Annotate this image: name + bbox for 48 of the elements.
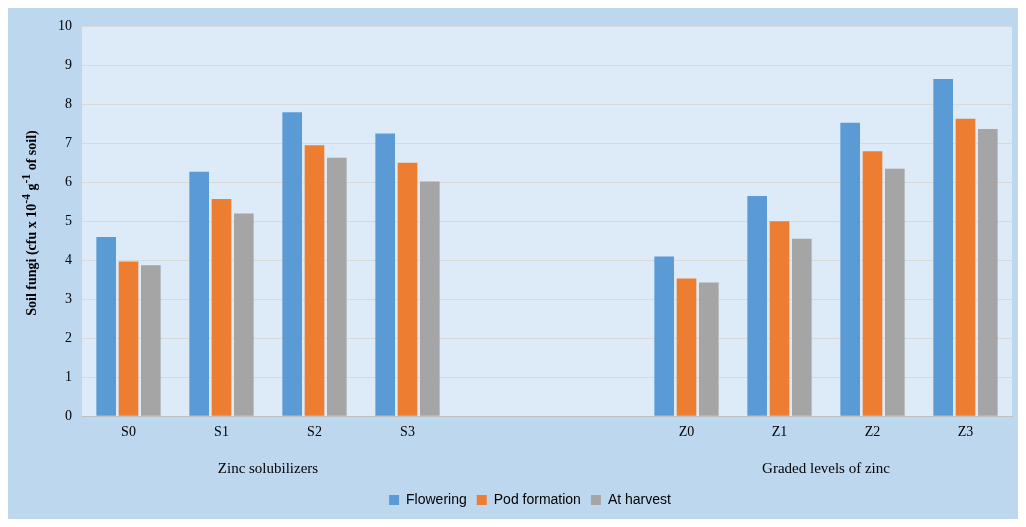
bar: [885, 168, 905, 416]
bar: [141, 265, 161, 416]
bar: [676, 278, 697, 416]
y-tick-label: 0: [65, 407, 72, 423]
legend-label: Flowering: [406, 490, 467, 507]
bar: [304, 145, 325, 416]
bar: [978, 128, 998, 416]
bar: [792, 238, 812, 416]
bar: [747, 195, 767, 416]
y-tick-label: 1: [65, 368, 72, 384]
bar: [118, 261, 139, 416]
bar: [862, 151, 883, 416]
bar: [234, 213, 254, 416]
y-tick-label: 8: [65, 96, 72, 112]
bar: [769, 221, 790, 416]
legend-label: Pod formation: [493, 490, 581, 507]
x-tick-label: Z1: [771, 424, 788, 440]
x-tick-label: Z0: [678, 424, 695, 440]
y-tick-label: 9: [65, 57, 72, 73]
bar: [375, 133, 395, 416]
y-tick-label: 2: [65, 329, 72, 345]
legend-label: At harvest: [607, 490, 672, 507]
text: Zinc solubilizers: [217, 459, 319, 476]
y-tick-label: 4: [65, 251, 72, 267]
y-tick-label: 5: [65, 212, 72, 228]
bar: [397, 162, 418, 416]
x-tick-label: S3: [400, 424, 415, 440]
y-tick-label: 10: [58, 18, 72, 34]
x-tick-label: S1: [214, 424, 229, 440]
x-tick-label: Z3: [957, 424, 974, 440]
x-tick-label: S2: [307, 424, 322, 440]
bar: [282, 112, 302, 416]
x-tick-label: S0: [121, 424, 136, 440]
y-tick-label: 6: [65, 173, 72, 189]
y-tick-label: 7: [65, 135, 72, 151]
bar: [96, 236, 116, 416]
bar: [327, 157, 347, 416]
bar: [933, 79, 953, 416]
bar: [211, 199, 232, 416]
bar: [699, 282, 719, 416]
bar: [840, 122, 860, 416]
bar: [654, 256, 674, 416]
y-tick-label: 3: [65, 290, 72, 306]
bar: [420, 181, 440, 416]
bar: [189, 171, 209, 416]
text: Graded levels of zinc: [762, 459, 891, 476]
bar: [955, 118, 976, 416]
x-tick-label: Z2: [864, 424, 881, 440]
